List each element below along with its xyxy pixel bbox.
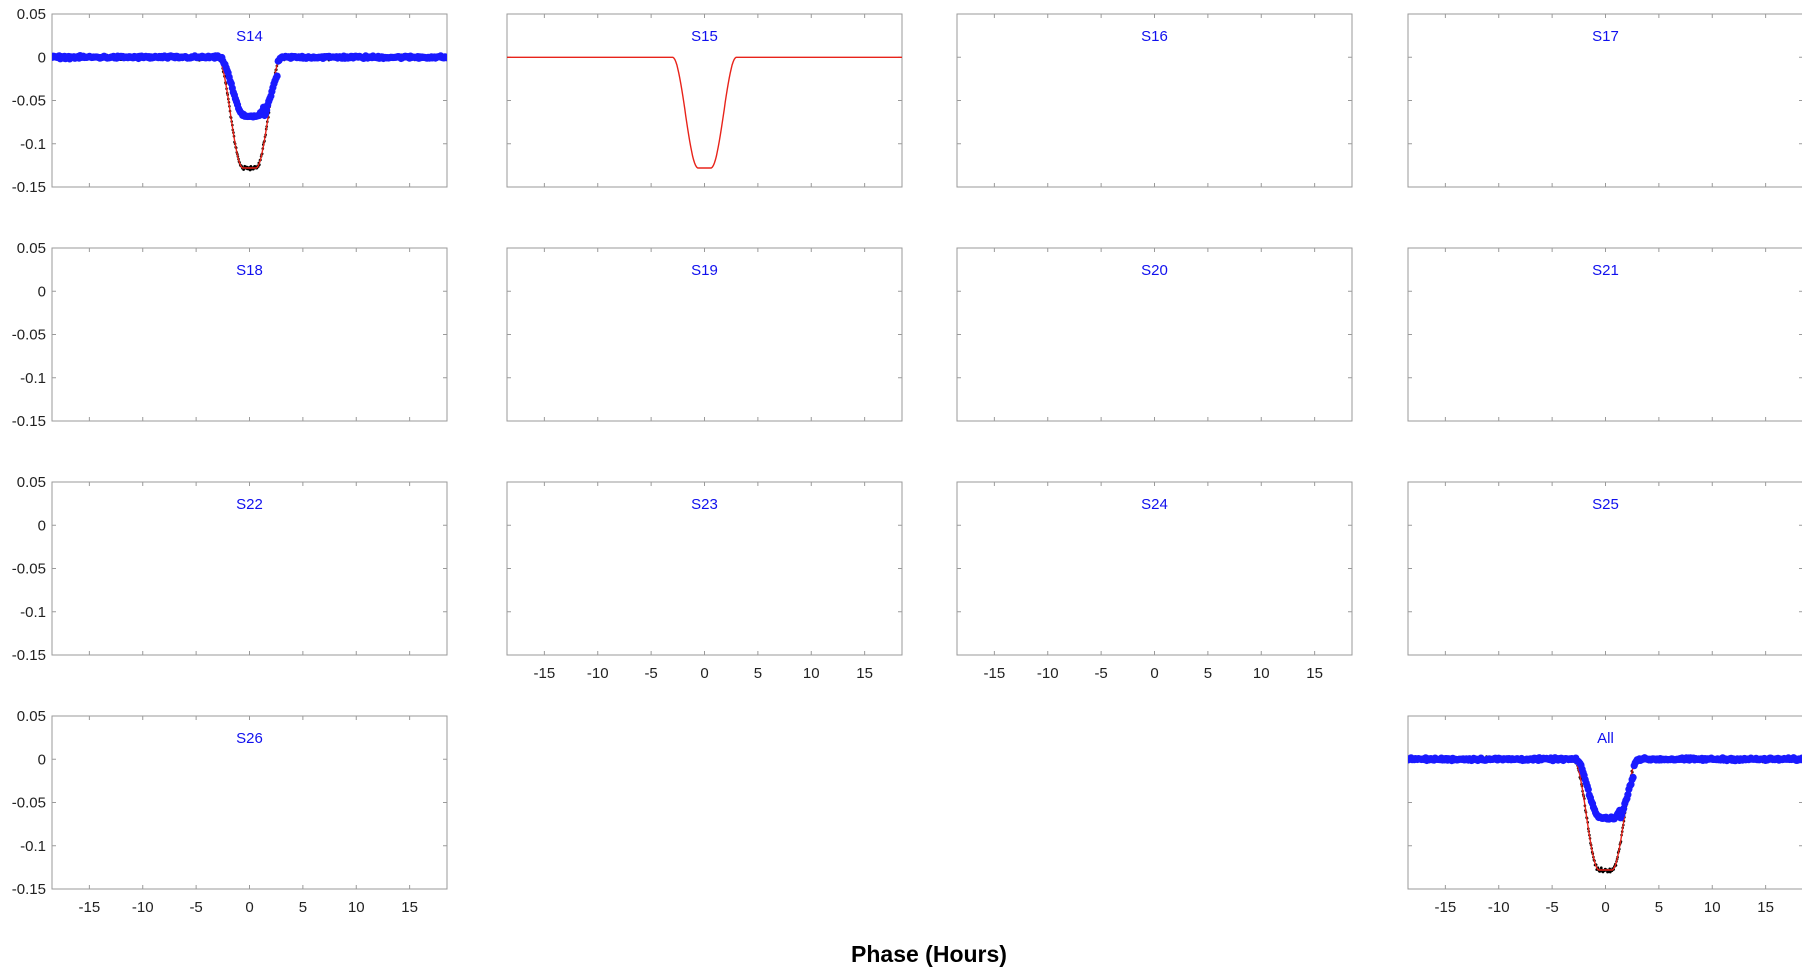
y-tick-label: 0.05 <box>17 240 46 257</box>
binned-point <box>1624 791 1632 799</box>
x-tick-label: 15 <box>856 665 873 682</box>
panel-s22: 0.05 0 -0.05 -0.1 -0.15 S22 <box>12 474 448 664</box>
y-tick-label: 0 <box>38 283 46 300</box>
panel-s26: -15 -10 -5 0 5 10 15 0.05 0 -0.05 -0.1 -0.15 S26 <box>12 708 448 916</box>
panel-title: S26 <box>236 730 263 747</box>
y-tick-label: -0.1 <box>20 838 46 855</box>
panel-title: S14 <box>236 28 263 45</box>
x-tick-label: -10 <box>132 899 154 916</box>
panel-s14: 0.05 0 -0.05 -0.1 -0.15 S14 <box>12 6 448 196</box>
panel-title: S19 <box>691 262 718 279</box>
x-tick-label: -5 <box>1094 665 1107 682</box>
panel-s18: 0.05 0 -0.05 -0.1 -0.15 S18 <box>12 240 448 430</box>
y-tick-label: 0 <box>38 517 46 534</box>
model-line <box>52 56 447 169</box>
y-tick-label: -0.15 <box>12 647 46 664</box>
x-tick-label: -10 <box>1037 665 1059 682</box>
panel-title: S17 <box>1592 28 1619 45</box>
x-tick-label: -5 <box>644 665 657 682</box>
panel-s19: S19 <box>506 247 903 422</box>
binned-points <box>1408 754 1802 823</box>
y-tick-label: 0.05 <box>17 708 46 725</box>
x-tick-label: -15 <box>984 665 1006 682</box>
binned-point <box>1629 773 1637 782</box>
y-tick-label: -0.1 <box>20 604 46 621</box>
x-tick-label: 10 <box>803 665 820 682</box>
x-tick-label: 10 <box>1253 665 1270 682</box>
y-tick-label: 0.05 <box>17 474 46 491</box>
panel-title: S24 <box>1141 496 1168 513</box>
y-tick-label: 0.05 <box>17 6 46 23</box>
x-tick-label: 0 <box>1601 899 1609 916</box>
binned-point <box>1799 755 1802 763</box>
x-tick-label: -5 <box>1545 899 1558 916</box>
raw-points <box>52 53 447 172</box>
y-tick-label: -0.05 <box>12 795 46 812</box>
y-tick-label: -0.05 <box>12 327 46 344</box>
y-tick-label: -0.15 <box>12 881 46 898</box>
panel-title: S16 <box>1141 28 1168 45</box>
panel-s20: S20 <box>956 247 1353 422</box>
panel-title: S21 <box>1592 262 1619 279</box>
panel-s24: -15 -10 -5 0 5 10 15 S24 <box>956 481 1353 682</box>
panel-title: All <box>1597 730 1614 747</box>
x-tick-label: -10 <box>1488 899 1510 916</box>
model-line <box>507 56 902 169</box>
x-tick-label: -15 <box>1435 899 1457 916</box>
y-tick-label: -0.1 <box>20 370 46 387</box>
x-tick-label: -15 <box>79 899 101 916</box>
x-tick-label: 0 <box>1150 665 1158 682</box>
panel-title: S22 <box>236 496 263 513</box>
x-tick-label: 5 <box>299 899 307 916</box>
y-tick-label: -0.05 <box>12 93 46 110</box>
panel-title: S15 <box>691 28 718 45</box>
plot-area <box>507 56 902 169</box>
x-tick-label: 15 <box>1306 665 1323 682</box>
x-tick-label: 5 <box>1204 665 1212 682</box>
x-axis-label: Phase (Hours) <box>851 941 1007 967</box>
x-tick-label: -5 <box>189 899 202 916</box>
panel-s15: S15 <box>506 13 903 188</box>
x-tick-label: 15 <box>401 899 418 916</box>
binned-points <box>52 52 447 121</box>
panel-title: S20 <box>1141 262 1168 279</box>
x-tick-label: -15 <box>534 665 556 682</box>
x-tick-label: 10 <box>1704 899 1721 916</box>
panel-s21: S21 <box>1407 247 1802 422</box>
panel-s17: S17 <box>1407 13 1802 188</box>
panel-s23: -15 -10 -5 0 5 10 15 S23 <box>506 481 903 682</box>
y-tick-label: -0.15 <box>12 179 46 196</box>
binned-point <box>273 72 281 80</box>
x-tick-label: 10 <box>348 899 365 916</box>
binned-point <box>1584 785 1592 794</box>
plot-area <box>52 52 447 172</box>
y-tick-label: -0.1 <box>20 136 46 153</box>
binned-point <box>443 54 447 62</box>
data-point <box>1600 866 1603 869</box>
x-tick-label: 0 <box>245 899 253 916</box>
plot-area <box>1408 754 1802 874</box>
x-tick-label: -10 <box>587 665 609 682</box>
x-tick-label: 15 <box>1757 899 1774 916</box>
y-tick-label: 0 <box>38 49 46 66</box>
x-tick-label: 0 <box>700 665 708 682</box>
panel-s16: S16 <box>956 13 1353 188</box>
panel-s25: S25 <box>1407 481 1802 656</box>
y-tick-label: 0 <box>38 751 46 768</box>
panel-title: S25 <box>1592 496 1619 513</box>
y-tick-label: -0.05 <box>12 561 46 578</box>
x-tick-label: 5 <box>1655 899 1663 916</box>
x-tick-label: 5 <box>754 665 762 682</box>
panel-title: S18 <box>236 262 263 279</box>
panel-title: S23 <box>691 496 718 513</box>
y-tick-label: -0.15 <box>12 413 46 430</box>
panel-all: -15 -10 -5 0 5 10 15 All <box>1407 715 1802 916</box>
